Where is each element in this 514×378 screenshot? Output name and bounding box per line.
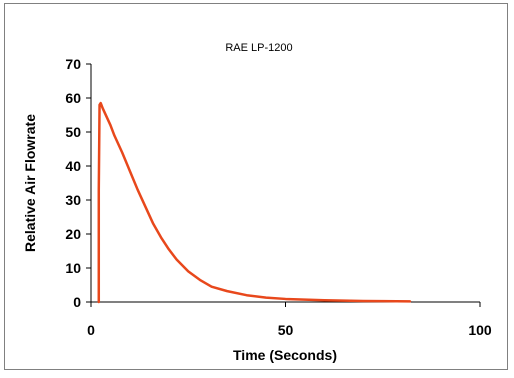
line-chart: RAE LP-1200 0 10 20 30 40 50 60 70 0 50 100 Time … <box>22 42 492 363</box>
y-tick-label: 10 <box>65 260 81 276</box>
x-axis-ticks: 0 50 100 <box>87 302 492 338</box>
y-axis-label: Relative Air Flowrate <box>22 114 38 252</box>
y-tick-label: 40 <box>65 158 81 174</box>
y-tick-label: 30 <box>65 192 81 208</box>
y-tick-label: 70 <box>65 56 81 72</box>
chart-frame: RAE LP-1200 0 10 20 30 40 50 60 70 0 50 100 Time … <box>4 3 508 370</box>
y-tick-label: 50 <box>65 124 81 140</box>
x-axis-label: Time (Seconds) <box>233 347 337 363</box>
x-tick-label: 50 <box>278 322 294 338</box>
chart-title: RAE LP-1200 <box>225 42 292 54</box>
y-tick-label: 60 <box>65 90 81 106</box>
series-line <box>97 101 412 304</box>
y-tick-label: 20 <box>65 226 81 242</box>
y-axis-ticks: 0 10 20 30 40 50 60 70 <box>65 56 91 310</box>
y-tick-label: 0 <box>73 294 81 310</box>
x-tick-label: 100 <box>468 322 492 338</box>
x-tick-label: 0 <box>87 322 95 338</box>
